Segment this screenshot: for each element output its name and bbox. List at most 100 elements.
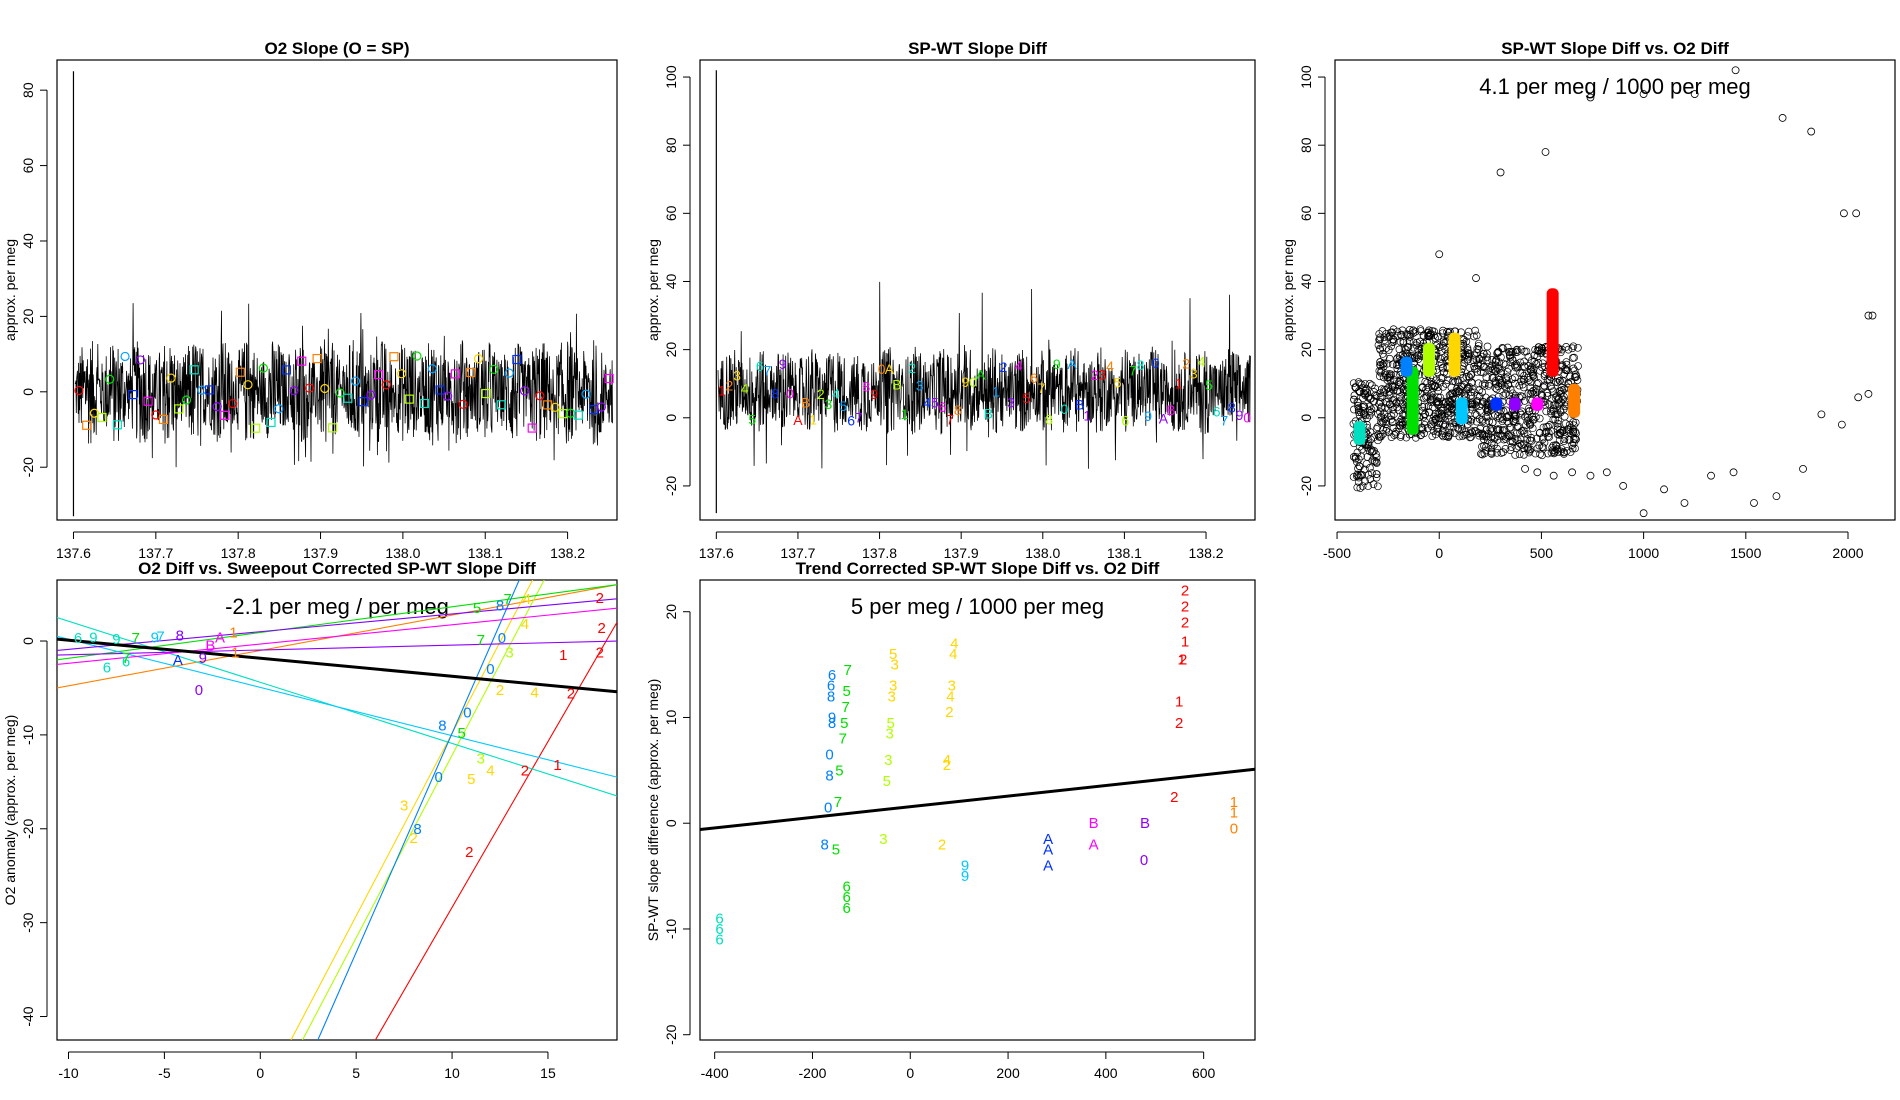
scatter-point bbox=[1349, 379, 1358, 388]
scatter-point bbox=[1533, 468, 1542, 477]
scatter-point bbox=[1380, 333, 1389, 342]
x-tick-label: -200 bbox=[798, 1065, 826, 1081]
data-marker: 6 bbox=[939, 399, 947, 415]
data-marker bbox=[312, 353, 322, 364]
data-point-label: 0 bbox=[463, 704, 471, 721]
scatter-point bbox=[1569, 439, 1578, 447]
data-marker: 8 bbox=[1045, 411, 1053, 427]
scatter-point bbox=[1559, 405, 1568, 414]
scatter-point bbox=[1419, 413, 1428, 421]
scatter-point bbox=[1570, 353, 1578, 362]
chart-title: O2 Diff vs. Sweepout Corrected SP-WT Slo… bbox=[138, 559, 536, 578]
data-marker bbox=[373, 369, 384, 380]
scatter-point bbox=[1533, 434, 1541, 443]
scatter-point bbox=[1502, 432, 1511, 441]
scatter-point bbox=[1383, 359, 1392, 368]
scatter-point bbox=[1516, 428, 1524, 437]
scatter-point bbox=[1492, 425, 1501, 434]
chart-title: O2 Slope (O = SP) bbox=[264, 39, 409, 58]
data-point-label: B bbox=[1140, 815, 1150, 832]
scatter-point bbox=[1362, 441, 1371, 449]
data-point-label: 0 bbox=[1230, 821, 1238, 838]
data-marker: 3 bbox=[733, 368, 741, 384]
data-point-label: 6 bbox=[122, 654, 130, 671]
scatter-point bbox=[1498, 426, 1507, 435]
scatter-point bbox=[1376, 408, 1384, 416]
data-point-label: 6 bbox=[828, 667, 836, 684]
scatter-point bbox=[1864, 311, 1873, 320]
scatter-point bbox=[1363, 453, 1372, 461]
y-tick-label: 40 bbox=[1298, 273, 1314, 289]
x-tick-label: 137.8 bbox=[221, 545, 256, 561]
scatter-point bbox=[1405, 337, 1414, 345]
scatter-point bbox=[1566, 372, 1574, 381]
scatter-point bbox=[1437, 374, 1446, 383]
scatter-point bbox=[1366, 394, 1375, 403]
scatter-point bbox=[1467, 378, 1476, 387]
scatter-point bbox=[1387, 433, 1396, 441]
scatter-point bbox=[1551, 393, 1560, 402]
scatter-point bbox=[1373, 423, 1382, 431]
fit-annotation: 4.1 per meg / 1000 per meg bbox=[1479, 74, 1751, 99]
cluster-bar bbox=[1353, 421, 1366, 446]
scatter-point bbox=[1500, 435, 1508, 444]
scatter-point bbox=[1354, 404, 1363, 412]
scatter-point bbox=[1358, 471, 1367, 479]
scatter-point bbox=[1485, 417, 1493, 426]
scatter-point bbox=[1364, 393, 1372, 402]
scatter-point bbox=[1449, 422, 1458, 431]
scatter-point bbox=[1639, 509, 1648, 518]
data-marker: 0 bbox=[969, 374, 977, 390]
data-marker bbox=[120, 351, 130, 362]
data-marker bbox=[404, 394, 414, 404]
scatter-point bbox=[1569, 364, 1578, 373]
scatter-point bbox=[1572, 429, 1580, 438]
y-tick-label: 20 bbox=[20, 308, 36, 324]
data-marker: 4 bbox=[741, 380, 749, 396]
data-point-label: 2 bbox=[465, 844, 473, 861]
plot-frame bbox=[56, 59, 618, 521]
chart-title: SP-WT Slope Diff vs. O2 Diff bbox=[1501, 39, 1729, 58]
data-marker bbox=[135, 355, 146, 365]
x-tick-label: 0 bbox=[906, 1065, 914, 1081]
data-marker: 0 bbox=[1060, 401, 1068, 417]
scatter-point bbox=[1458, 382, 1466, 391]
scatter-point bbox=[1560, 448, 1568, 456]
data-point-label: 2 bbox=[1179, 651, 1187, 668]
cluster-label: 8 bbox=[1403, 359, 1411, 375]
scatter-point bbox=[1372, 425, 1381, 433]
data-marker: 0 bbox=[1152, 355, 1160, 371]
y-tick-label: -20 bbox=[1298, 476, 1314, 496]
scatter-point bbox=[1520, 357, 1529, 366]
scatter-point bbox=[1503, 367, 1512, 376]
y-tick-label: 20 bbox=[663, 604, 679, 620]
y-tick-label: 0 bbox=[663, 819, 679, 827]
scatter-point bbox=[1571, 435, 1580, 444]
regression-line bbox=[700, 767, 1255, 832]
scatter-point bbox=[1854, 393, 1863, 402]
scatter-point bbox=[1553, 410, 1562, 419]
data-point-label: 9 bbox=[961, 858, 969, 875]
data-point-label: 1 bbox=[229, 625, 237, 642]
data-marker: 1 bbox=[718, 383, 726, 399]
scatter-point bbox=[1558, 427, 1567, 436]
scatter-point bbox=[1464, 350, 1473, 358]
data-point-label: B bbox=[1089, 815, 1099, 832]
data-point-label: 2 bbox=[945, 704, 953, 721]
data-marker: 9 bbox=[779, 356, 787, 372]
scatter-point bbox=[1508, 375, 1517, 384]
scatter-point bbox=[1489, 374, 1498, 382]
y-tick-label: 100 bbox=[1298, 65, 1314, 89]
scatter-point bbox=[1366, 428, 1375, 437]
scatter-point bbox=[1542, 407, 1551, 416]
scatter-point bbox=[1479, 368, 1488, 377]
panel-p3: SP-WT Slope Diff vs. O2 Diff-500 0 500 1000… bbox=[1280, 39, 1896, 561]
group-fit-line bbox=[57, 635, 617, 778]
scatter-point bbox=[1500, 382, 1509, 390]
scatter-point bbox=[1551, 415, 1560, 424]
data-point-label: 1 bbox=[1230, 794, 1238, 811]
data-point-label: 1 bbox=[1175, 694, 1183, 711]
x-tick-label: 137.6 bbox=[699, 545, 734, 561]
